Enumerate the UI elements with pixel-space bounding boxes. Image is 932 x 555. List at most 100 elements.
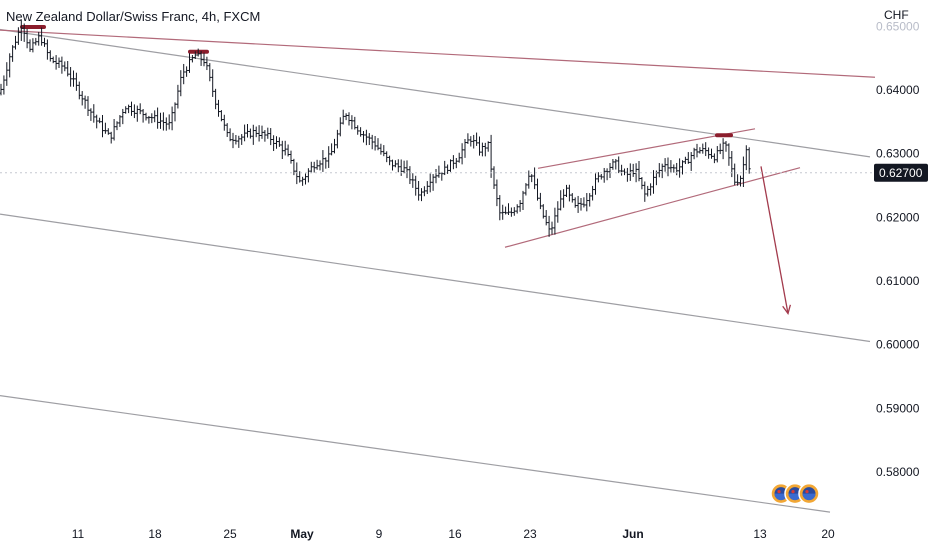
ohlc-bar	[643, 181, 647, 202]
ohlc-bar	[573, 197, 577, 208]
last-price-badge[interactable]	[874, 163, 928, 182]
forecast-arrow-head	[782, 304, 792, 315]
ohlc-bar	[611, 159, 615, 170]
ohlc-bar	[565, 184, 568, 198]
ohlc-bar	[188, 53, 191, 73]
wedge-lower-line[interactable]	[504, 167, 801, 248]
ohlc-bar	[649, 183, 653, 196]
ohlc-bar	[251, 124, 255, 145]
ohlc-bar	[327, 146, 331, 168]
ohlc-bar	[115, 121, 119, 131]
ohlc-bar	[605, 168, 609, 181]
chart-title: New Zealand Dollar/Swiss Franc, 4h, FXCM	[6, 9, 261, 24]
ohlc-bar	[185, 66, 189, 77]
ohlc-bar	[304, 173, 307, 185]
ohlc-bar	[715, 146, 719, 163]
ohlc-bar	[391, 159, 394, 171]
ohlc-bar	[28, 39, 32, 52]
economic-event-icon[interactable]	[798, 482, 820, 505]
price-tick-label: 0.64000	[876, 83, 920, 97]
ohlc-bar	[269, 128, 273, 146]
ohlc-bar	[475, 132, 479, 146]
ohlc-bar	[132, 104, 136, 119]
ohlc-bar	[118, 115, 122, 127]
ohlc-bar	[399, 159, 403, 176]
ohlc-bar	[301, 176, 305, 186]
ohlc-bar	[341, 109, 345, 125]
ohlc-bar	[599, 173, 603, 180]
ohlc-bar	[518, 200, 522, 212]
ohlc-bar	[196, 48, 200, 57]
ohlc-bar	[40, 27, 44, 46]
channel-line-3[interactable]	[0, 395, 831, 513]
ohlc-bar	[393, 160, 397, 168]
ohlc-bar	[138, 103, 142, 115]
ohlc-bar	[495, 179, 499, 207]
ohlc-bar	[466, 133, 470, 144]
ohlc-bar	[315, 159, 319, 170]
ohlc-bar	[675, 162, 679, 176]
ohlc-bar	[54, 55, 58, 70]
ohlc-bar	[205, 56, 209, 71]
ohlc-bar	[504, 206, 508, 215]
ohlc-bar	[431, 174, 435, 191]
ohlc-bar	[425, 181, 429, 195]
ohlc-bar	[219, 110, 223, 122]
ohlc-bar	[202, 52, 206, 67]
ohlc-bar	[501, 204, 505, 220]
channel-line-2[interactable]	[0, 213, 871, 343]
ohlc-bar	[19, 19, 23, 41]
ohlc-bar	[60, 56, 64, 74]
ohlc-bar	[623, 168, 626, 176]
ohlc-bar	[5, 62, 9, 86]
ohlc-bar	[521, 190, 525, 210]
ohlc-bar	[193, 51, 197, 60]
ohlc-bar	[652, 170, 655, 194]
ohlc-bar	[135, 105, 139, 122]
time-tick-label: 11	[72, 527, 85, 541]
resistance-line[interactable]	[0, 29, 876, 78]
ohlc-bar	[733, 163, 737, 186]
ohlc-bar	[443, 160, 447, 176]
ohlc-bar	[199, 51, 203, 66]
ohlc-bar	[582, 197, 586, 208]
forecast-arrow[interactable]	[760, 166, 789, 314]
ohlc-bar	[225, 123, 229, 137]
ohlc-bar	[130, 101, 133, 116]
ohlc-bar	[112, 119, 116, 141]
ohlc-bar	[559, 190, 563, 211]
ohlc-bar	[492, 166, 496, 189]
ohlc-bar	[437, 165, 441, 178]
ohlc-bar	[385, 151, 389, 163]
ohlc-bar	[254, 126, 258, 138]
ohlc-bar	[45, 39, 49, 60]
time-axis: 11 18 25 May 9 16 23 Jun 13 20	[72, 527, 835, 541]
ohlc-bar	[646, 185, 650, 197]
ohlc-bar	[266, 127, 270, 139]
price-bars-layer	[0, 19, 751, 237]
ohlc-bar	[8, 53, 12, 78]
ohlc-bar	[153, 110, 157, 123]
channel-line-1[interactable]	[0, 28, 871, 158]
price-tick-label: 0.62000	[876, 210, 920, 224]
ohlc-bar	[428, 173, 432, 193]
ohlc-bar	[48, 50, 52, 62]
time-tick-label: 20	[821, 527, 835, 541]
ohlc-bar	[739, 175, 742, 187]
ohlc-bar	[486, 141, 490, 152]
ohlc-bar	[547, 215, 551, 237]
ohlc-bar	[72, 70, 75, 87]
ohlc-bar	[83, 95, 87, 109]
ohlc-bar	[594, 173, 597, 195]
event-badges-layer	[770, 482, 820, 505]
ohlc-bar	[312, 161, 316, 173]
ohlc-bar	[666, 157, 670, 177]
ohlc-bar	[657, 163, 661, 178]
ohlc-bar	[379, 143, 383, 155]
ohlc-bar	[608, 163, 612, 179]
ohlc-bar	[367, 133, 371, 146]
ohlc-bar	[31, 38, 35, 53]
ohlc-bar	[89, 108, 93, 121]
